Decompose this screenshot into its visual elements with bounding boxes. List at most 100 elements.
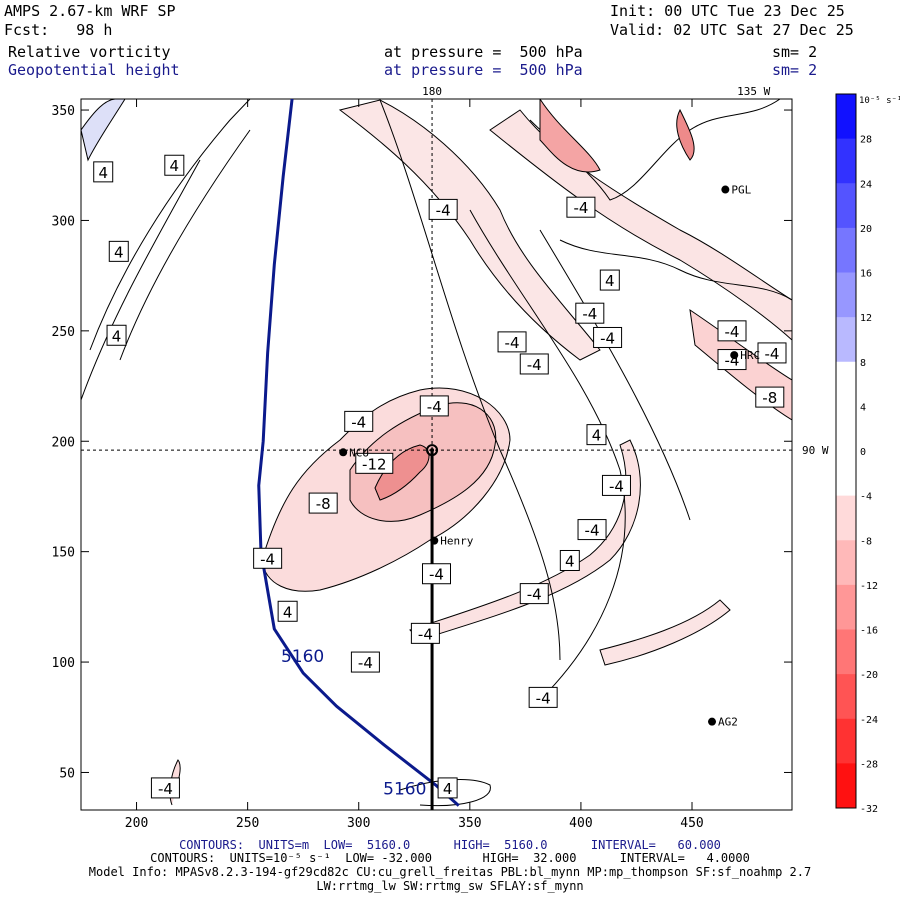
contour-label-box	[106, 324, 127, 346]
contour-label-box	[593, 326, 623, 348]
contour-label: -4	[351, 413, 366, 431]
contour-label-box	[559, 549, 580, 571]
pole-marker	[426, 444, 439, 457]
contour-label: -4	[158, 780, 173, 798]
contour-label: -12	[362, 455, 387, 473]
contour-label: -4	[765, 345, 780, 363]
colorbar-segment	[836, 763, 856, 809]
contour-label: -4	[536, 689, 551, 707]
colorbar-segment	[836, 718, 856, 764]
y-tick-label: 50	[59, 766, 75, 781]
colorbar-segment	[836, 451, 856, 497]
station-marker	[730, 351, 739, 360]
contour-label-box	[437, 777, 458, 799]
colorbar-label: -24	[860, 715, 878, 726]
colorbar-label: -16	[860, 626, 878, 637]
colorbar-label: -8	[860, 536, 872, 547]
footer-vorticity-contours: CONTOURS: UNITS=10⁻⁵ s⁻¹ LOW= -32.000 HI…	[150, 851, 750, 865]
contour-label-box	[519, 583, 549, 605]
contour-label-box	[93, 161, 114, 183]
colorbar-label: 12	[860, 313, 872, 324]
y-tick-label: 100	[52, 656, 75, 671]
contour-label: -4	[725, 323, 740, 341]
contour-line-3	[81, 159, 201, 401]
colorbar-label: 28	[860, 135, 872, 146]
contour-label: -8	[762, 389, 777, 407]
contour-label: -4	[582, 305, 597, 323]
station-marker	[430, 536, 439, 545]
neg-vort-cell	[539, 99, 601, 173]
smoothing-2: sm= 2	[772, 61, 818, 79]
smoothing-1: sm= 2	[772, 43, 818, 61]
x-tick-label: 300	[347, 816, 370, 831]
contour-label: -4	[600, 329, 615, 347]
x-tick-label: 400	[569, 816, 592, 831]
colorbar-label: -4	[860, 492, 872, 503]
forecast-hour: Fcst: 98 h	[4, 21, 113, 39]
colorbar-segment	[836, 584, 856, 630]
colorbar-segment	[836, 183, 856, 229]
contour-label-box	[253, 547, 283, 569]
contour-label-box	[410, 622, 440, 644]
contour-label-box	[497, 331, 527, 353]
colorbar-segment	[836, 227, 856, 273]
x-tick-label: 250	[236, 816, 259, 831]
pressure-level-2: at pressure = 500 hPa	[384, 61, 583, 79]
contour-label: 4	[170, 157, 180, 175]
contour-label: -4	[358, 654, 373, 672]
colorbar-units: 10⁻⁵ s⁻¹	[859, 96, 900, 106]
station-label: NCU	[349, 446, 369, 459]
contour-label-box	[355, 452, 394, 474]
y-tick-label: 150	[52, 546, 75, 561]
valid-time: Valid: 02 UTC Sat 27 Dec 25	[610, 21, 854, 39]
contour-label: 4	[98, 164, 108, 182]
contour-label: -4	[418, 625, 433, 643]
contour-line-10	[559, 239, 792, 301]
contour-label-box	[601, 474, 631, 496]
contour-label-box	[717, 349, 747, 371]
contour-label: 4	[283, 603, 293, 621]
contour-label-box	[422, 563, 451, 585]
axes: 200 250 300 350 400 450 50 100 150 200 250 300 350	[52, 99, 792, 831]
contour-label: 4	[605, 272, 615, 290]
contour-line-6	[539, 229, 691, 521]
colorbar-segment	[836, 272, 856, 318]
contour-label-box	[586, 424, 607, 446]
station-label: HRC	[740, 349, 760, 362]
contour-label: -4	[527, 586, 542, 604]
colorbar-label: 20	[860, 224, 872, 235]
neg-vort-cell-2	[676, 108, 695, 161]
contour-label-box	[164, 154, 185, 176]
contour-label-box	[757, 342, 787, 364]
station-label: PGL	[731, 184, 751, 197]
colorbar-label: 8	[860, 358, 866, 369]
y-tick-label: 250	[52, 325, 75, 340]
colorbar-label: -20	[860, 670, 878, 681]
colorbar-label: 4	[860, 402, 866, 413]
contour-label: -4	[609, 477, 624, 495]
colorbar-label: -32	[860, 804, 878, 815]
contour-label-box	[519, 353, 549, 375]
contour-label: -4	[585, 522, 600, 540]
colorbar-segment	[836, 138, 856, 184]
station-label: AG2	[718, 716, 738, 729]
field-height: Geopotential height	[8, 61, 180, 79]
contour-label-box	[717, 320, 747, 342]
contour-line-5	[469, 209, 626, 701]
neg-vort-band-ne	[489, 109, 792, 341]
contour-label: -4	[573, 199, 588, 217]
footer-height-contours: CONTOURS: UNITS=m LOW= 5160.0 HIGH= 5160…	[179, 838, 721, 852]
height-label: 5160	[281, 647, 324, 667]
colorbar-segment	[836, 317, 856, 363]
contour-label-box	[350, 651, 380, 673]
contour-label-box	[428, 198, 458, 220]
colorbar-segment	[836, 495, 856, 541]
colorbar-segment	[836, 629, 856, 675]
colorbar-segment	[836, 540, 856, 586]
contour-label-box	[755, 386, 785, 408]
contour-label-box	[599, 269, 620, 291]
contour-label-box	[108, 240, 129, 262]
contour-line-4	[379, 99, 561, 661]
colorbar: 10⁻⁵ s⁻¹ 28 24 20 16 12 8 4 0 -4 -8 -12 -16 -20 -24 -28…	[835, 93, 900, 815]
